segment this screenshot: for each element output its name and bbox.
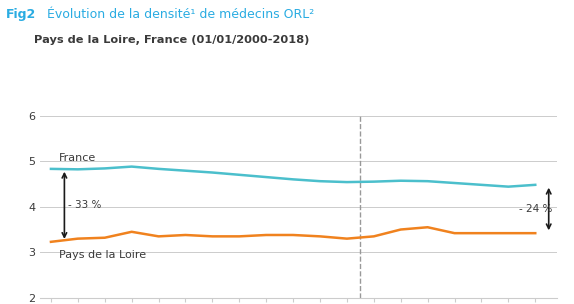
Text: Fig2: Fig2 xyxy=(6,8,36,21)
Text: France: France xyxy=(59,154,96,164)
Text: Pays de la Loire, France (01/01/2000-2018): Pays de la Loire, France (01/01/2000-201… xyxy=(6,35,309,45)
Text: Pays de la Loire: Pays de la Loire xyxy=(59,250,146,260)
Text: - 33 %: - 33 % xyxy=(68,200,101,210)
Text: - 24 %: - 24 % xyxy=(519,204,553,214)
Text: Évolution de la densité¹ de médecins ORL²: Évolution de la densité¹ de médecins ORL… xyxy=(43,8,315,21)
